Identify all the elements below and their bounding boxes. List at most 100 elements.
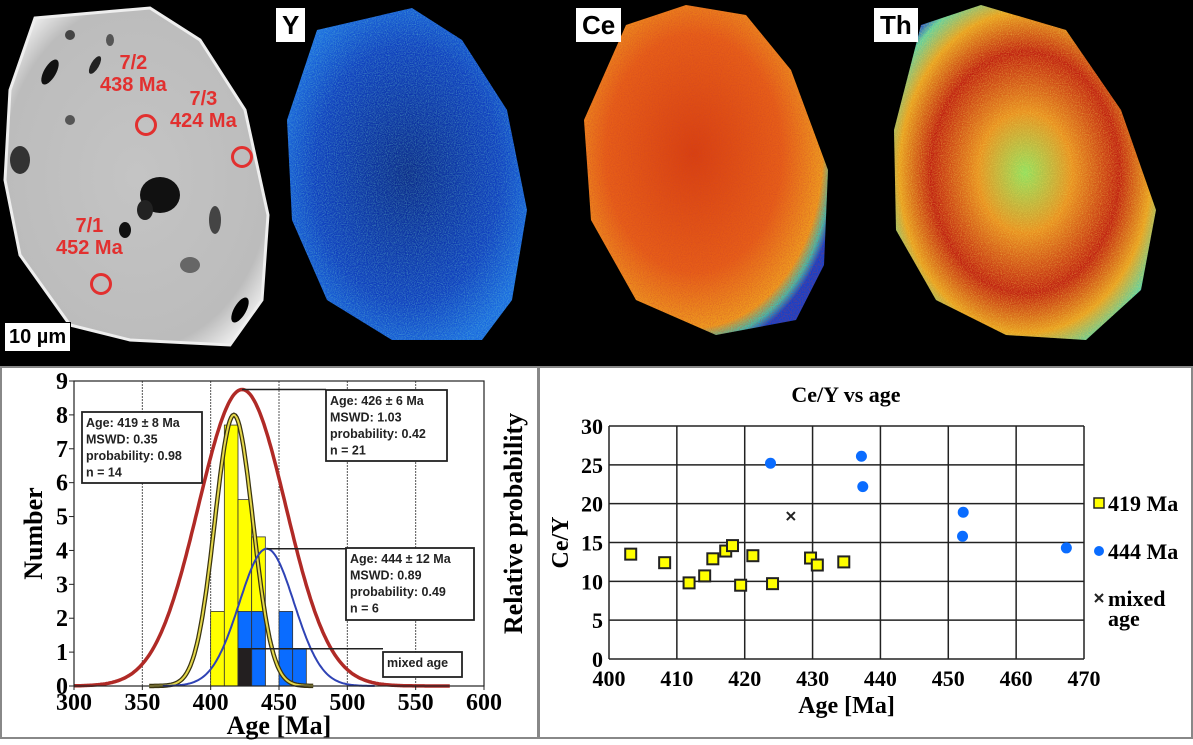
annotation-text: n = 6 [350,602,379,616]
x-tick-label: 400 [593,666,626,691]
x-tick-label: 350 [124,690,160,716]
charts-svg: Age: 419 ± 8 Ma MSWD: 0.35 probability: 0.… [0,366,1193,740]
y-tick-label: 25 [581,453,603,478]
legend-label: 444 Ma [1108,539,1178,564]
x-tick-label: 300 [56,690,92,716]
x-tick-label: 600 [466,690,502,716]
y-tick-label: 9 [56,369,68,395]
data-point-419 [837,555,851,569]
annotation-box [325,389,448,462]
x-axis-label: Age [Ma] [798,693,895,719]
th-element-map [894,5,1156,340]
spot-label-7-1: 7/1 452 Ma [56,215,123,259]
x-tick-label: 500 [329,690,365,716]
spot-marker-7-1 [90,273,112,295]
data-point-444 [857,481,869,493]
y-tick-label: 0 [56,674,68,700]
x-tick-label: 430 [796,666,829,691]
data-point-419 [698,569,712,583]
legend-marker-square [1093,497,1105,509]
x-tick-label: 470 [1068,666,1101,691]
data-point-419 [726,539,739,553]
data-point-444 [957,530,969,542]
annotation-text: Age: 419 ± 8 Ma [86,416,181,430]
spot-id: 7/3 [189,88,218,110]
histogram-bar [292,648,307,687]
y-tick-label: 15 [581,531,603,556]
annotation-text: mixed age [387,656,448,670]
spot-age: 424 Ma [170,110,237,132]
legend-marker-x [1094,593,1104,603]
probability-curve-all [74,387,450,688]
x-tick-label: 420 [728,666,761,691]
y-tick-label: 7 [56,437,68,463]
x-marker-stroke [786,511,796,521]
bse-image-panel: 7/2 438 Ma 7/3 424 Ma 7/1 452 Ma 10 µm [0,0,272,366]
spot-marker-7-3 [231,146,253,168]
legend-label: age [1108,606,1140,631]
y-map-panel: Y [272,0,576,366]
map-label-y: Y [276,8,306,42]
annotation-text: probability: 0.98 [86,449,182,463]
legend-label: 419 Ma [1108,491,1178,516]
legend-label: mixed [1108,586,1165,611]
th-map-panel: Th [866,0,1193,366]
y-tick-label: 5 [56,505,68,531]
spot-age: 438 Ma [100,74,167,96]
y-tick-label: 1 [56,640,68,666]
annotation-text: MSWD: 1.03 [330,411,402,425]
charts-area: Age: 419 ± 8 Ma MSWD: 0.35 probability: 0.… [0,366,1193,740]
data-point-419 [624,547,638,561]
data-point-419 [804,551,818,565]
x-tick-label: 460 [1000,666,1033,691]
bse-grain-image [3,6,270,347]
y-axis-label: Ce/Y [548,517,574,569]
y-tick-label: 6 [56,471,68,497]
x-tick-label: 450 [932,666,965,691]
x-tick-label: 440 [864,666,897,691]
x-tick-label: 550 [398,690,434,716]
y-tick-label: 30 [581,414,603,439]
data-point-419 [746,549,760,563]
annotation-text: MSWD: 0.35 [86,433,158,447]
spot-marker-7-2 [135,114,157,136]
scale-bar-label: 10 µm [4,322,72,352]
data-point-419 [810,558,824,572]
spot-id: 7/1 [75,215,104,237]
x-tick-label: 450 [261,690,297,716]
scatter-title: Ce/Y vs age [791,382,900,407]
y-element-map [287,8,527,340]
data-point-419 [658,556,672,570]
map-label-ce: Ce [576,8,622,42]
element-map-strip: 7/2 438 Ma 7/3 424 Ma 7/1 452 Ma 10 µm [0,0,1193,366]
annotation-text: probability: 0.49 [350,585,446,599]
data-point-419 [682,576,696,590]
annotation-text: n = 14 [86,466,122,480]
data-point-444 [855,450,867,462]
histogram-bar [237,648,253,687]
annotation-text: Age: 444 ± 12 Ma [350,552,452,566]
spot-age: 452 Ma [56,237,123,259]
data-point-444 [957,506,969,518]
annotation-text: MSWD: 0.89 [350,569,422,583]
y-tick-label: 0 [592,647,603,672]
data-point-444 [765,457,776,469]
data-point-419 [734,578,748,592]
data-point-mixed [786,511,796,521]
ce-map-panel: Ce [576,0,866,366]
annotation-box [81,411,203,484]
map-label-th: Th [874,8,918,42]
x-axis-label: Age [Ma] [227,711,332,740]
y-tick-label: 2 [56,606,68,632]
x-tick-label: 410 [660,666,693,691]
annotation-text: probability: 0.42 [330,427,426,441]
spot-label-7-2: 7/2 438 Ma [100,52,167,96]
y-tick-label: 10 [581,569,603,594]
ce-element-map [584,5,828,335]
annotation-text: Age: 426 ± 6 Ma [330,394,425,408]
y-axis-label: Number [19,487,48,579]
annotation-text: n = 21 [330,444,366,458]
histogram-bar [223,424,239,687]
data-point-419 [706,552,720,566]
data-point-444 [1060,542,1072,554]
